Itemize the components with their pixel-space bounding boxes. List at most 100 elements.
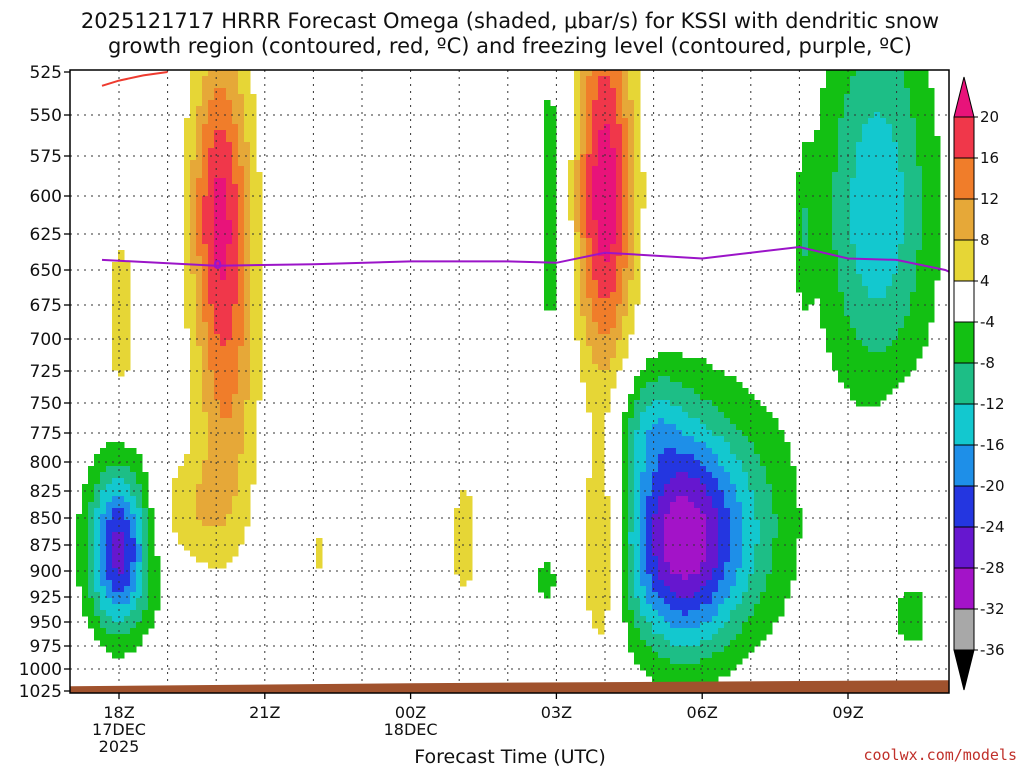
omega-cell bbox=[868, 148, 875, 155]
omega-cell bbox=[916, 118, 923, 125]
omega-cell bbox=[628, 106, 635, 113]
omega-cell bbox=[226, 142, 233, 149]
omega-cell bbox=[256, 190, 263, 197]
omega-cell bbox=[604, 118, 611, 125]
omega-cell bbox=[874, 316, 881, 323]
omega-cell bbox=[202, 346, 209, 353]
omega-cell bbox=[256, 388, 263, 395]
omega-cell bbox=[124, 268, 131, 275]
omega-cell bbox=[760, 502, 767, 509]
omega-cell bbox=[202, 478, 209, 485]
omega-cell bbox=[880, 292, 887, 299]
credit-text: coolwx.com/models bbox=[863, 746, 1017, 764]
omega-cell bbox=[862, 148, 869, 155]
omega-cell bbox=[586, 346, 593, 353]
omega-cell bbox=[550, 184, 557, 191]
omega-cell bbox=[220, 484, 227, 491]
omega-cell bbox=[844, 358, 851, 365]
omega-cell bbox=[634, 394, 641, 401]
x-tick-label: 00Z bbox=[395, 703, 426, 722]
omega-cell bbox=[598, 514, 605, 521]
omega-cell bbox=[874, 298, 881, 305]
omega-cell bbox=[184, 130, 191, 137]
omega-cell bbox=[706, 490, 713, 497]
omega-cell bbox=[754, 598, 761, 605]
omega-cell bbox=[862, 130, 869, 137]
omega-cell bbox=[682, 418, 689, 425]
omega-cell bbox=[220, 166, 227, 173]
omega-cell bbox=[220, 142, 227, 149]
omega-cell bbox=[844, 268, 851, 275]
omega-cell bbox=[904, 268, 911, 275]
omega-cell bbox=[922, 244, 929, 251]
omega-cell bbox=[796, 526, 803, 533]
omega-cell bbox=[892, 202, 899, 209]
omega-cell bbox=[256, 172, 263, 179]
omega-cell bbox=[928, 166, 935, 173]
omega-cell bbox=[610, 100, 617, 107]
omega-cell bbox=[154, 568, 161, 575]
omega-cell bbox=[598, 286, 605, 293]
omega-cell bbox=[580, 268, 587, 275]
omega-cell bbox=[730, 658, 737, 665]
omega-cell bbox=[604, 286, 611, 293]
omega-cell bbox=[862, 106, 869, 113]
omega-cell bbox=[874, 184, 881, 191]
omega-cell bbox=[784, 484, 791, 491]
omega-cell bbox=[136, 604, 143, 611]
omega-cell bbox=[202, 550, 209, 557]
omega-cell bbox=[856, 166, 863, 173]
omega-cell bbox=[214, 148, 221, 155]
omega-cell bbox=[694, 520, 701, 527]
omega-cell bbox=[658, 640, 665, 647]
omega-cell bbox=[598, 628, 605, 635]
omega-cell bbox=[880, 70, 887, 77]
omega-cell bbox=[568, 190, 575, 197]
omega-cell bbox=[598, 316, 605, 323]
omega-cell bbox=[700, 358, 707, 365]
omega-cell bbox=[880, 232, 887, 239]
omega-cell bbox=[580, 88, 587, 95]
omega-cell bbox=[820, 184, 827, 191]
omega-cell bbox=[196, 184, 203, 191]
omega-cell bbox=[868, 172, 875, 179]
omega-cell bbox=[724, 376, 731, 383]
omega-cell bbox=[754, 424, 761, 431]
omega-cell bbox=[646, 652, 653, 659]
omega-cell bbox=[208, 454, 215, 461]
omega-cell bbox=[604, 376, 611, 383]
omega-cell bbox=[550, 256, 557, 263]
omega-cell bbox=[898, 334, 905, 341]
omega-cell bbox=[838, 376, 845, 383]
colorbar-bin bbox=[953, 280, 975, 323]
omega-cell bbox=[748, 454, 755, 461]
omega-cell bbox=[124, 490, 131, 497]
omega-cell bbox=[766, 508, 773, 515]
omega-cell bbox=[706, 478, 713, 485]
omega-cell bbox=[214, 298, 221, 305]
omega-cell bbox=[718, 634, 725, 641]
omega-cell bbox=[112, 550, 119, 557]
omega-cell bbox=[226, 82, 233, 89]
omega-cell bbox=[220, 208, 227, 215]
omega-cell bbox=[868, 106, 875, 113]
omega-cell bbox=[244, 364, 251, 371]
omega-cell bbox=[856, 70, 863, 77]
omega-cell bbox=[670, 436, 677, 443]
omega-cell bbox=[94, 616, 101, 623]
omega-cell bbox=[250, 208, 257, 215]
omega-cell bbox=[658, 454, 665, 461]
omega-cell bbox=[802, 256, 809, 263]
omega-cell bbox=[316, 562, 323, 569]
omega-cell bbox=[586, 496, 593, 503]
omega-cell bbox=[904, 346, 911, 353]
omega-cell bbox=[178, 502, 185, 509]
omega-cell bbox=[628, 118, 635, 125]
omega-cell bbox=[232, 496, 239, 503]
omega-cell bbox=[718, 586, 725, 593]
omega-cell bbox=[742, 586, 749, 593]
omega-cell bbox=[904, 628, 911, 635]
omega-cell bbox=[184, 310, 191, 317]
omega-cell bbox=[676, 520, 683, 527]
omega-cell bbox=[604, 322, 611, 329]
